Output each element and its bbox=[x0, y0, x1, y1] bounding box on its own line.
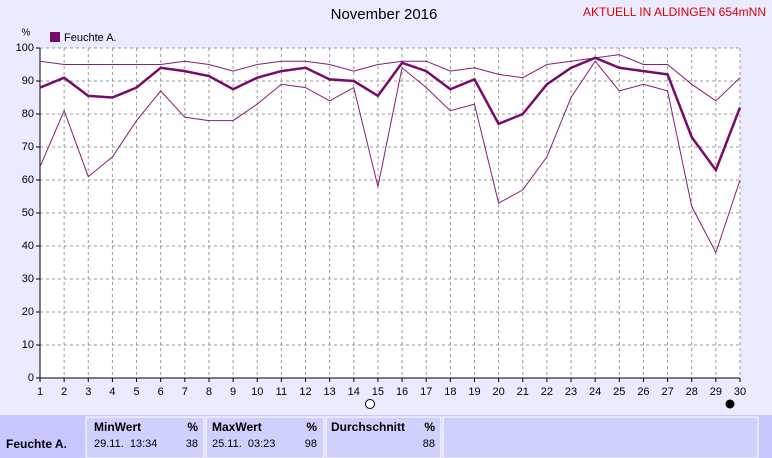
y-tick-label: 60 bbox=[22, 174, 34, 186]
x-tick-label: 20 bbox=[492, 386, 504, 398]
x-tick-label: 4 bbox=[109, 386, 115, 398]
y-tick-label: 50 bbox=[22, 207, 34, 219]
series-line bbox=[39, 54, 741, 102]
y-tick-label: 70 bbox=[22, 141, 34, 153]
x-tick-label: 27 bbox=[661, 386, 673, 398]
moon-full bbox=[365, 399, 375, 409]
stats-name: Feuchte A. bbox=[6, 437, 67, 451]
legend-swatch bbox=[50, 32, 60, 42]
chart-title: November 2016 bbox=[331, 6, 438, 23]
x-tick-label: 16 bbox=[396, 386, 408, 398]
x-tick-label: 23 bbox=[565, 386, 577, 398]
cell bbox=[205, 416, 325, 458]
x-tick-label: 5 bbox=[133, 386, 139, 398]
chart-subtitle: AKTUELL IN ALDINGEN 654mNN bbox=[583, 5, 766, 19]
moon-new bbox=[725, 399, 735, 409]
stats-header: MaxWert bbox=[212, 420, 262, 434]
stats-value: 88 bbox=[423, 438, 435, 450]
stats-unit: % bbox=[187, 420, 198, 434]
legend-label: Feuchte A. bbox=[64, 32, 117, 44]
x-tick-label: 19 bbox=[468, 386, 480, 398]
stats-header: MinWert bbox=[94, 420, 141, 434]
x-tick-label: 22 bbox=[541, 386, 553, 398]
series-line bbox=[39, 60, 741, 254]
cell bbox=[325, 416, 442, 458]
series-line bbox=[39, 56, 742, 173]
x-tick-label: 26 bbox=[637, 386, 649, 398]
stats-value: 98 bbox=[305, 438, 317, 450]
cell bbox=[442, 416, 759, 458]
y-tick-label: 90 bbox=[22, 75, 34, 87]
y-tick-label: 20 bbox=[22, 306, 34, 318]
x-tick-label: 8 bbox=[206, 386, 212, 398]
x-tick-label: 30 bbox=[734, 386, 746, 398]
x-tick-label: 24 bbox=[589, 386, 601, 398]
x-tick-label: 17 bbox=[420, 386, 432, 398]
x-tick-label: 3 bbox=[85, 386, 91, 398]
stats-time: 25.11. 03:23 bbox=[212, 438, 275, 450]
stats-header: Durchschnitt bbox=[331, 420, 405, 434]
stats-value: 38 bbox=[186, 438, 198, 450]
x-tick-label: 25 bbox=[613, 386, 625, 398]
stats-panel: Feuchte A. MinWert % 29.11. 13:34 38 Max… bbox=[0, 415, 772, 458]
x-tick-label: 6 bbox=[158, 386, 164, 398]
x-tick-label: 12 bbox=[299, 386, 311, 398]
y-tick-label: 80 bbox=[22, 108, 34, 120]
x-tick-label: 15 bbox=[372, 386, 384, 398]
x-tick-label: 11 bbox=[276, 386, 287, 398]
y-tick-label: 0 bbox=[28, 372, 34, 384]
x-tick-label: 18 bbox=[444, 386, 456, 398]
y-axis-label: % bbox=[22, 28, 31, 39]
x-tick-label: 21 bbox=[517, 386, 529, 398]
x-tick-label: 29 bbox=[710, 386, 722, 398]
y-tick-label: 30 bbox=[22, 273, 34, 285]
y-tick-label: 10 bbox=[22, 339, 34, 351]
stats-time: 29.11. 13:34 bbox=[94, 438, 157, 450]
x-tick-label: 2 bbox=[61, 386, 67, 398]
x-tick-label: 13 bbox=[324, 386, 336, 398]
x-tick-label: 9 bbox=[230, 386, 236, 398]
stats-unit: % bbox=[424, 420, 435, 434]
x-tick-label: 28 bbox=[686, 386, 698, 398]
x-tick-label: 10 bbox=[251, 386, 263, 398]
cell bbox=[85, 416, 205, 458]
x-tick-label: 1 bbox=[37, 386, 43, 398]
y-tick-label: 100 bbox=[16, 42, 34, 54]
y-tick-label: 40 bbox=[22, 240, 34, 252]
x-tick-label: 7 bbox=[182, 386, 188, 398]
x-tick-label: 14 bbox=[348, 386, 360, 398]
stats-unit: % bbox=[306, 420, 317, 434]
